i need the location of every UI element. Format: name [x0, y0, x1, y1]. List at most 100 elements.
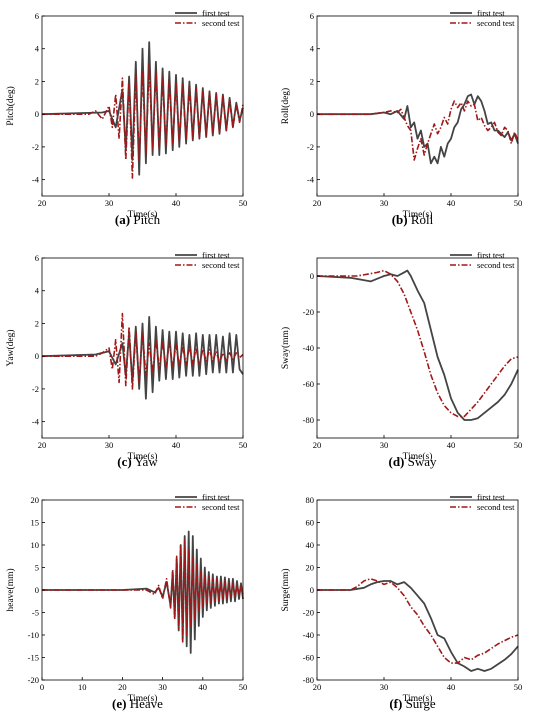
- y-axis-label: Yaw(deg): [5, 329, 16, 366]
- legend-label-first-test: first test: [477, 492, 505, 502]
- y-axis-label: Surge(mm): [280, 568, 291, 611]
- panel-heave: 0 10 20 30 40 50 -20 -15 -10 -5 0 5 10 15 20 Time(s) hea…: [0, 484, 275, 726]
- panel-sway: 20 30 40 50 -80 -60 -40 -20 0 Time(s) Sway(mm) firs…: [275, 242, 550, 484]
- x-tick-label: 50: [514, 682, 523, 692]
- y-tick-label: -40: [303, 343, 314, 353]
- x-tick-label: 20: [38, 198, 47, 208]
- y-tick-label: -2: [32, 142, 39, 152]
- x-tick-label: 20: [38, 440, 47, 450]
- plot-frame: [41, 15, 244, 197]
- legend-label-first-test: first test: [202, 8, 230, 18]
- y-tick-label: -10: [28, 630, 39, 640]
- caption-surge: (f) Surge: [389, 696, 436, 711]
- panel-yaw: 20 30 40 50 -4 -2 0 2 4 6 Time(s) Yaw(deg) first tes…: [0, 242, 275, 484]
- x-tick-label: 50: [514, 440, 523, 450]
- y-tick-label: 0: [310, 585, 314, 595]
- chart-heave: 0 10 20 30 40 50-20-15-10-505101520Time(s)hea…: [5, 492, 248, 704]
- x-tick-label: 30: [158, 682, 167, 692]
- series-line-second-test: [317, 269, 519, 418]
- series-line-first-test: [41, 316, 244, 400]
- x-tick-label: 40: [199, 682, 208, 692]
- caption-yaw: (c) Yaw: [117, 454, 158, 469]
- x-tick-label: 20: [313, 682, 322, 692]
- y-tick-label: 0: [35, 351, 39, 361]
- legend-label-first-test: first test: [202, 492, 230, 502]
- y-tick-label: 5: [35, 563, 39, 573]
- x-axis-label: Time(s): [403, 209, 433, 220]
- plot-frame: [41, 257, 244, 439]
- x-tick-label: 50: [239, 682, 248, 692]
- series-line-first-test: [41, 41, 244, 176]
- x-tick-label: 50: [514, 198, 523, 208]
- x-tick-label: 50: [239, 198, 248, 208]
- x-tick-label: 30: [380, 198, 389, 208]
- legend-label-second-test: second test: [202, 260, 240, 270]
- y-tick-label: 40: [306, 540, 315, 550]
- x-axis-label: Time(s): [128, 451, 158, 462]
- y-tick-label: 6: [35, 253, 39, 263]
- caption-sway: (d) Sway: [388, 454, 437, 469]
- chart-roll: 20 30 40 50 -4 -2 0 2 4 6 Time(s) Roll(deg) first te…: [280, 8, 523, 220]
- x-tick-label: 20: [313, 198, 322, 208]
- x-tick-label: 30: [105, 198, 114, 208]
- y-tick-label: 4: [35, 286, 40, 296]
- x-tick-label: 40: [447, 440, 456, 450]
- series-line-first-test: [316, 269, 519, 421]
- y-tick-label: -15: [28, 653, 39, 663]
- plot-frame: [316, 15, 519, 197]
- series-line-second-test: [317, 100, 519, 161]
- y-tick-label: 0: [310, 109, 314, 119]
- series-line-second-test: [317, 578, 519, 664]
- y-tick-label: 4: [310, 44, 315, 54]
- y-tick-label: -20: [303, 307, 314, 317]
- y-tick-label: 10: [31, 540, 40, 550]
- y-tick-label: 0: [35, 109, 39, 119]
- series-line-second-test: [42, 312, 244, 390]
- y-tick-label: -2: [307, 142, 314, 152]
- x-axis-label: Time(s): [403, 451, 433, 462]
- x-tick-label: 30: [380, 440, 389, 450]
- x-tick-label: 20: [118, 682, 127, 692]
- x-axis-label: Time(s): [128, 209, 158, 220]
- y-tick-label: -4: [307, 175, 315, 185]
- y-tick-label: 0: [35, 585, 39, 595]
- legend-label-first-test: first test: [477, 250, 505, 260]
- y-tick-label: -2: [32, 384, 39, 394]
- caption-heave: (e) Heave: [112, 696, 163, 711]
- y-tick-label: 6: [35, 11, 39, 21]
- y-tick-label: 4: [35, 44, 40, 54]
- panel-pitch: 20 30 40 50 -4 -2 0 2 4 6 Time(s) Pitch(deg) first t…: [0, 0, 275, 242]
- y-tick-label: 2: [35, 76, 39, 86]
- x-tick-label: 30: [105, 440, 114, 450]
- x-tick-label: 30: [380, 682, 389, 692]
- y-tick-label: 6: [310, 11, 314, 21]
- legend-label-second-test: second test: [202, 502, 240, 512]
- x-tick-label: 50: [239, 440, 248, 450]
- y-tick-label: -60: [303, 379, 314, 389]
- y-axis-label: Sway(mm): [280, 327, 291, 369]
- x-tick-label: 40: [447, 198, 456, 208]
- y-tick-label: -4: [32, 417, 40, 427]
- x-tick-label: 40: [172, 440, 181, 450]
- y-tick-label: 60: [306, 518, 315, 528]
- legend-label-first-test: first test: [202, 250, 230, 260]
- x-tick-label: 0: [40, 682, 44, 692]
- y-tick-label: -20: [28, 675, 39, 685]
- y-tick-label: -20: [303, 608, 314, 618]
- y-tick-label: -60: [303, 653, 314, 663]
- panel-surge: 20 30 40 50 -80 -60 -40 -20 0 20 40 60 80 Time(s) Surg…: [275, 484, 550, 726]
- x-axis-label: Time(s): [403, 693, 433, 704]
- legend-label-first-test: first test: [477, 8, 505, 18]
- chart-yaw: 20 30 40 50 -4 -2 0 2 4 6 Time(s) Yaw(deg) first tes…: [5, 250, 248, 462]
- y-tick-label: -4: [32, 175, 40, 185]
- y-axis-label: heave(mm): [5, 568, 16, 611]
- x-tick-label: 20: [313, 440, 322, 450]
- x-tick-label: 40: [447, 682, 456, 692]
- x-tick-label: 10: [78, 682, 87, 692]
- y-tick-label: 20: [31, 495, 40, 505]
- series-line-first-test: [42, 530, 244, 654]
- chart-surge: 20 30 40 50 -80 -60 -40 -20 0 20 40 60 80 Time(s) Surg…: [280, 492, 523, 704]
- y-tick-label: -5: [32, 608, 39, 618]
- chart-pitch: 20 30 40 50 -4 -2 0 2 4 6 Time(s) Pitch(deg) first t…: [5, 8, 248, 220]
- series-line-second-test: [42, 62, 244, 179]
